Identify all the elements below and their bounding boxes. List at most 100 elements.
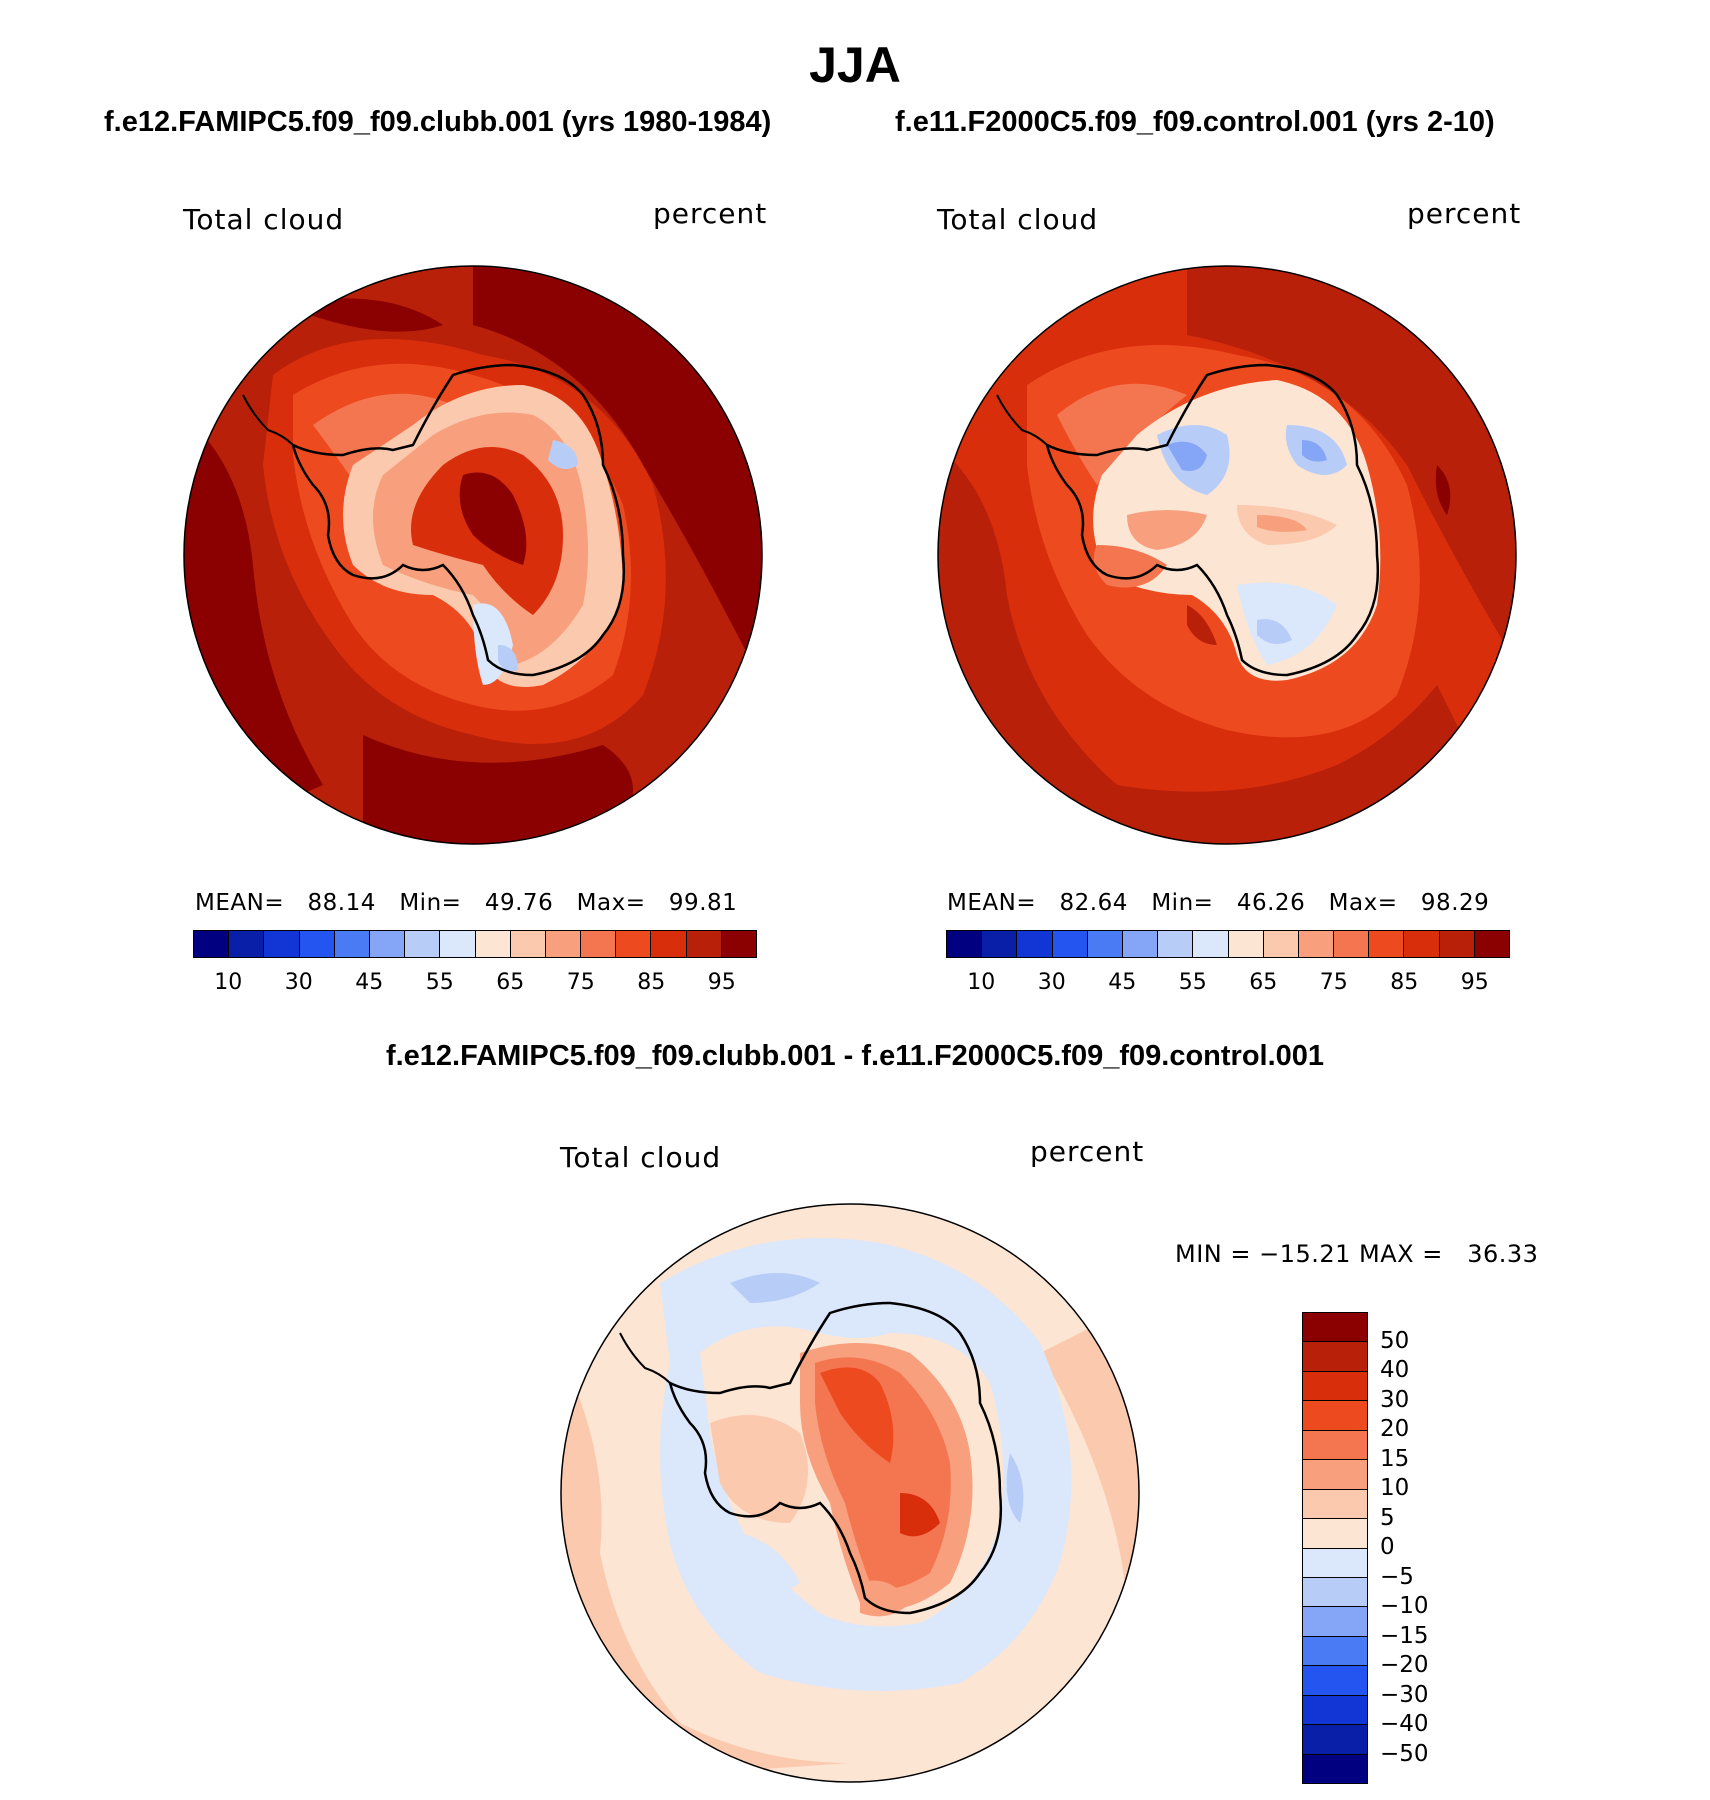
difference-colorbar-tick-label: −30: [1380, 1681, 1429, 1708]
panel1-colorbar-segment: [510, 931, 546, 957]
panel2-colorbar-segment: [1158, 931, 1194, 957]
difference-colorbar-segment: [1303, 1754, 1367, 1783]
difference-colorbar-segment: [1303, 1548, 1367, 1578]
panel2-colorbar-ticks: 10 30 45 55 65 75 85 95: [946, 970, 1510, 998]
panel2-colorbar-segment: [1439, 931, 1475, 957]
difference-colorbar-tick-label: 0: [1380, 1534, 1395, 1560]
panel1-colorbar-segment: [194, 931, 230, 957]
diff-variable-label: Total cloud: [560, 1141, 722, 1174]
panel1-colorbar-tick-label: 95: [707, 970, 736, 995]
panel1-colorbar-tick-label: 65: [496, 970, 525, 995]
panel1-mean-label: MEAN=: [195, 890, 285, 916]
figure-title: JJA: [809, 37, 901, 93]
difference-colorbar-segment: [1303, 1313, 1367, 1343]
panel2-colorbar-tick-label: 30: [1037, 970, 1066, 995]
diff-minmax: MIN = −15.21 MAX = 36.33: [1175, 1240, 1539, 1268]
panel1-colorbar-segment: [229, 931, 265, 957]
panel2-colorbar-segment: [1404, 931, 1440, 957]
panel1-colorbar-ticks: 10 30 45 55 65 75 85 95: [193, 970, 757, 998]
panel1-colorbar-segment: [264, 931, 300, 957]
difference-colorbar-tick-label: −10: [1380, 1593, 1429, 1619]
panel1-colorbar-segment: [369, 931, 406, 957]
panel1-colorbar-segment: [405, 931, 441, 957]
panel2-colorbar-segment: [1052, 931, 1088, 957]
difference-colorbar-segment: [1303, 1607, 1367, 1637]
panel1-units-label: percent: [653, 197, 768, 230]
panel1-colorbar-tick-label: 55: [425, 970, 454, 995]
panel1-case-title: f.e12.FAMIPC5.f09_f09.clubb.001 (yrs 198…: [104, 106, 772, 138]
panel1-colorbar-tick-label: 30: [284, 970, 313, 995]
panel1-colorbar-segment: [334, 931, 370, 957]
diff-units-label: percent: [1030, 1135, 1145, 1168]
panel2-map: [937, 265, 1517, 845]
difference-colorbar-tick-label: −20: [1380, 1652, 1429, 1678]
difference-colorbar-segment: [1303, 1519, 1367, 1549]
panel1-colorbar: [193, 930, 757, 958]
panel1-colorbar-tick-label: 75: [566, 970, 595, 995]
panel2-colorbar: [946, 930, 1510, 958]
panel2-colorbar-segment: [1193, 931, 1229, 957]
panel2-colorbar-segment: [1228, 931, 1264, 957]
difference-colorbar-segment: [1303, 1371, 1367, 1402]
panel2-variable-label: Total cloud: [937, 203, 1099, 236]
panel2-colorbar-tick-label: 55: [1178, 970, 1207, 995]
panel2-case-title: f.e11.F2000C5.f09_f09.control.001 (yrs 2…: [895, 106, 1495, 138]
difference-colorbar-segment: [1303, 1577, 1367, 1608]
panel2-colorbar-tick-label: 45: [1108, 970, 1137, 995]
panel2-colorbar-tick-label: 65: [1249, 970, 1278, 995]
difference-colorbar-segment: [1303, 1695, 1367, 1726]
difference-colorbar-tick-label: 30: [1380, 1386, 1410, 1413]
difference-colorbar: [1302, 1312, 1368, 1784]
panel1-colorbar-segment: [475, 931, 511, 957]
difference-colorbar-tick-label: −50: [1380, 1740, 1429, 1767]
panel2-colorbar-segment: [1334, 931, 1370, 957]
panel2-colorbar-segment: [947, 931, 983, 957]
panel2-colorbar-tick-label: 75: [1319, 970, 1348, 995]
panel1-colorbar-segment: [545, 931, 582, 957]
difference-colorbar-ticks: 50 40 30 20 15 10 5 0 −5 −10 −15 −20 −30 −40 −50: [1380, 1312, 1460, 1784]
panel2-min-label: Min=: [1151, 890, 1214, 916]
panel1-colorbar-segment: [686, 931, 722, 957]
panel2-colorbar-segment: [982, 931, 1018, 957]
panel1-variable-label: Total cloud: [183, 203, 345, 236]
difference-colorbar-segment: [1303, 1460, 1367, 1490]
difference-colorbar-segment: [1303, 1430, 1367, 1461]
panel2-colorbar-tick-label: 10: [967, 970, 996, 995]
difference-colorbar-tick-label: 5: [1380, 1504, 1395, 1531]
panel2-max-label: Max=: [1328, 890, 1398, 916]
panel1-min-value: 49.76: [484, 890, 554, 916]
panel1-colorbar-segment: [651, 931, 687, 957]
panel1-colorbar-tick-label: 85: [637, 970, 666, 995]
panel1-colorbar-segment: [581, 931, 617, 957]
panel2-colorbar-segment: [1017, 931, 1053, 957]
panel1-stats: MEAN= 88.14 Min= 49.76 Max= 99.81: [195, 890, 737, 916]
difference-colorbar-tick-label: 15: [1380, 1445, 1410, 1472]
panel2-colorbar-tick-label: 85: [1390, 970, 1419, 995]
difference-colorbar-segment: [1303, 1725, 1367, 1755]
panel2-colorbar-segment: [1298, 931, 1335, 957]
panel1-colorbar-tick-label: 10: [214, 970, 243, 995]
panel2-units-label: percent: [1407, 197, 1522, 230]
panel2-colorbar-segment: [1263, 931, 1299, 957]
panel1-max-value: 99.81: [668, 890, 738, 916]
difference-colorbar-segment: [1303, 1636, 1367, 1667]
difference-colorbar-segment: [1303, 1489, 1367, 1520]
panel2-stats: MEAN= 82.64 Min= 46.26 Max= 98.29: [947, 890, 1489, 916]
panel1-colorbar-segment: [299, 931, 335, 957]
difference-colorbar-tick-label: −5: [1380, 1563, 1414, 1590]
panel1-max-label: Max=: [576, 890, 646, 916]
difference-colorbar-tick-label: −40: [1380, 1711, 1429, 1737]
panel2-colorbar-segment: [1122, 931, 1159, 957]
difference-colorbar-segment: [1303, 1401, 1367, 1431]
difference-colorbar-tick-label: 20: [1380, 1416, 1410, 1442]
panel1-colorbar-segment: [721, 931, 756, 957]
difference-colorbar-segment: [1303, 1666, 1367, 1696]
difference-colorbar-segment: [1303, 1342, 1367, 1372]
panel2-colorbar-segment: [1474, 931, 1509, 957]
panel2-colorbar-segment: [1369, 931, 1405, 957]
difference-colorbar-tick-label: 10: [1380, 1475, 1410, 1501]
panel2-colorbar-segment: [1087, 931, 1123, 957]
panel1-map: [183, 265, 763, 845]
difference-colorbar-tick-label: 50: [1380, 1327, 1410, 1354]
difference-map: [560, 1203, 1140, 1783]
